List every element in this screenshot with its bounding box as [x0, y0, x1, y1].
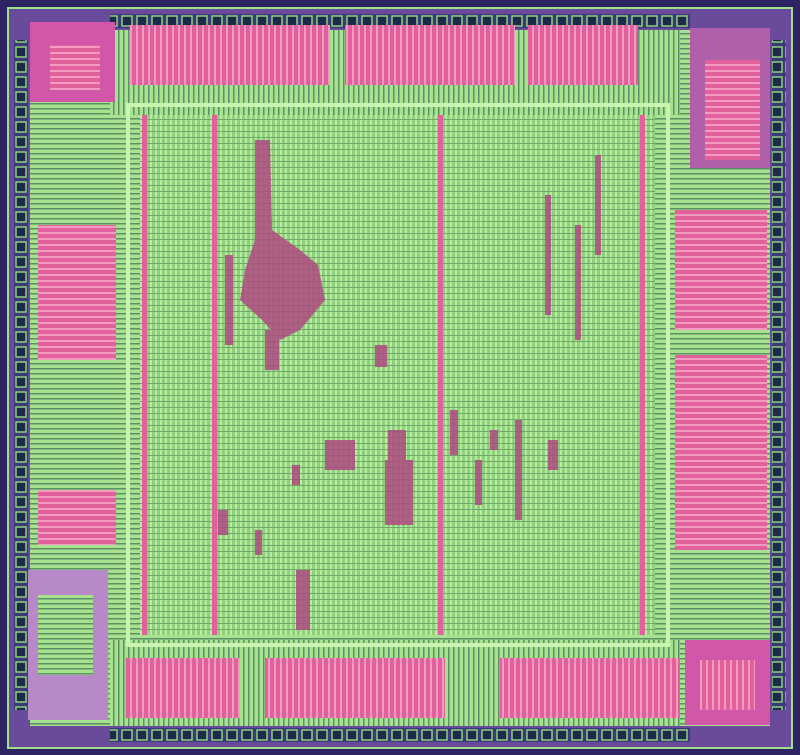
core-strap [212, 115, 217, 635]
patch [325, 440, 355, 470]
patch [515, 420, 522, 520]
pink-block [500, 658, 680, 718]
patch [375, 345, 387, 367]
pad-row-left [14, 40, 28, 710]
pad-row-bottom [110, 728, 690, 742]
core-array [140, 115, 655, 635]
corner-block [700, 660, 755, 710]
patch [218, 510, 228, 535]
pink-block [675, 210, 767, 330]
pink-block [125, 658, 240, 718]
patch [595, 155, 601, 255]
patch [240, 140, 325, 340]
pink-block [265, 658, 445, 718]
core-strap [142, 115, 147, 635]
patch [450, 410, 458, 455]
patch [255, 530, 262, 555]
pad-row-right [772, 40, 786, 710]
core-ring [126, 103, 670, 647]
pink-block [38, 490, 116, 545]
patch [225, 255, 233, 345]
patch [475, 460, 482, 505]
patch [575, 225, 581, 340]
corner-block [38, 595, 93, 675]
pink-block [130, 25, 330, 85]
core-strap [438, 115, 443, 635]
patch [385, 460, 413, 525]
patch [296, 570, 310, 630]
patch [292, 465, 300, 485]
core-patches [218, 140, 601, 630]
patch [548, 440, 558, 470]
pink-block [528, 25, 638, 85]
patch [545, 195, 551, 315]
patch [490, 430, 498, 450]
core-strap [640, 115, 645, 635]
pad-row-top [110, 14, 690, 28]
corner-block [50, 45, 100, 90]
pink-block [345, 25, 515, 85]
patch [265, 330, 279, 370]
pink-block [675, 355, 767, 550]
pink-block [38, 225, 116, 360]
corner-block [705, 60, 760, 160]
